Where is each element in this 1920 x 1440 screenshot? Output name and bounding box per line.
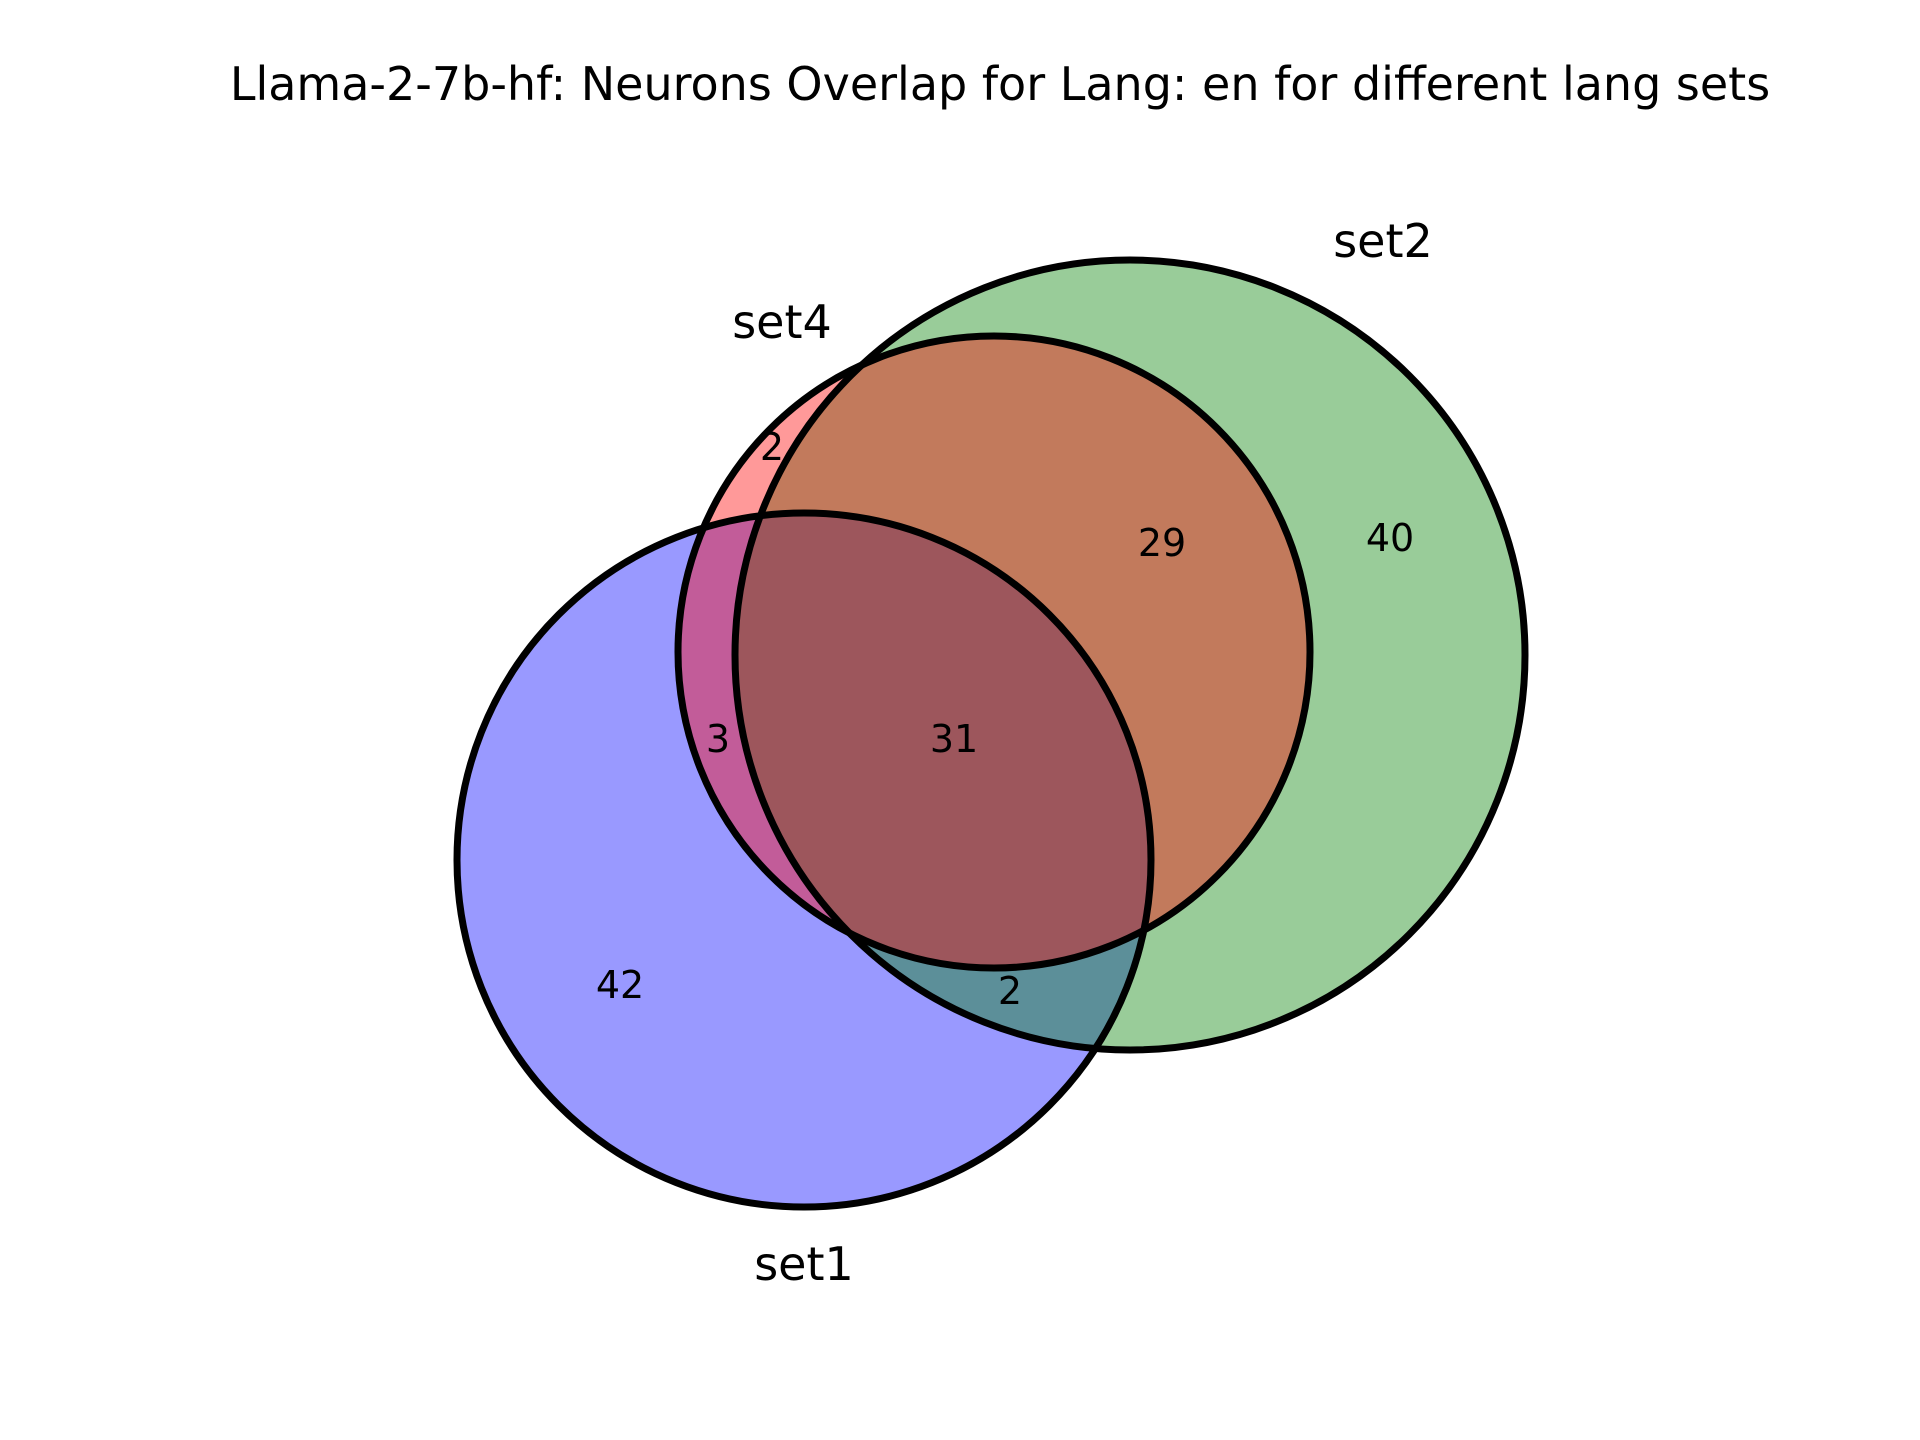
region-set1-set4-value: 3: [706, 717, 730, 761]
set4-circle: [678, 336, 1310, 968]
region-set1-set2-value: 2: [998, 969, 1022, 1013]
region-labels: 2 29 40 3 31 42 2: [596, 425, 1414, 1013]
set2-circle: [735, 260, 1525, 1050]
region-set2-set4-value: 29: [1138, 521, 1186, 565]
region-set2-only-value: 40: [1366, 516, 1414, 560]
region-set1-set2-set4-value: 31: [930, 717, 978, 761]
set1-circle: [457, 513, 1151, 1207]
set4-outline: [674, 332, 1314, 972]
region-set1-only-value: 42: [596, 963, 644, 1007]
set-circle-fills: [457, 260, 1525, 1207]
region-set4-only-value: 2: [760, 425, 784, 469]
set1-outline: [453, 509, 1155, 1211]
set2-outline: [731, 256, 1529, 1054]
set-labels: set1 set2 set4: [732, 214, 1433, 1291]
set1-label: set1: [754, 1237, 854, 1291]
set2-label: set2: [1333, 214, 1433, 268]
set4-label: set4: [732, 295, 832, 349]
chart-title: Llama-2-7b-hf: Neurons Overlap for Lang:…: [230, 57, 1770, 111]
set-circle-outlines: [453, 256, 1529, 1211]
